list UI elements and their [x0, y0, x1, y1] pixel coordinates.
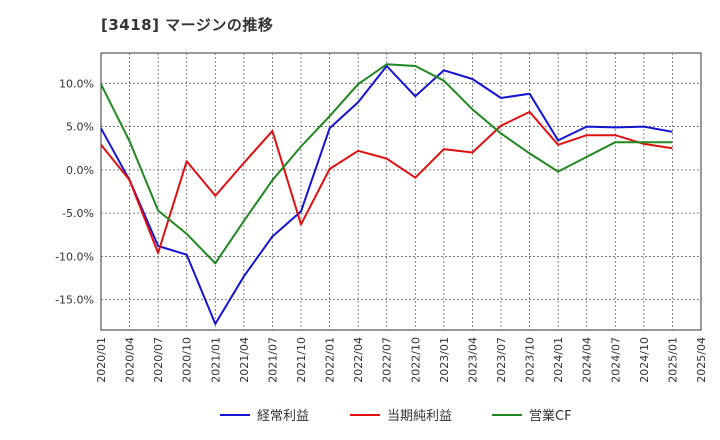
legend: 経常利益 当期純利益 営業CF: [220, 408, 572, 424]
y-tick-label: -15.0%: [55, 294, 94, 307]
x-tick-label: 2020/01: [95, 337, 108, 383]
x-tick-label: 2022/04: [352, 337, 365, 383]
x-axis-tick-labels: 2020/01 2020/04 2020/07 2020/10 2021/01 2021/…: [95, 337, 708, 383]
y-tick-label: 0.0%: [66, 164, 94, 177]
plot-area: [100, 52, 702, 331]
x-tick-label: 2025/04: [695, 337, 708, 383]
y-tick-label: -5.0%: [62, 207, 94, 220]
series-line: [100, 110, 673, 254]
x-tick-label: 2020/10: [181, 337, 194, 383]
x-tick-label: 2020/04: [124, 337, 137, 383]
x-tick-label: 2024/04: [581, 337, 594, 383]
legend-label: 営業CF: [529, 408, 572, 424]
horizontal-gridlines: [101, 82, 701, 301]
x-tick-label: 2020/07: [152, 337, 165, 383]
y-tick-label: -10.0%: [55, 250, 94, 263]
legend-label: 当期純利益: [387, 409, 452, 424]
x-tick-label: 2022/01: [324, 337, 337, 383]
x-tick-label: 2023/07: [495, 337, 508, 383]
x-tick-label: 2023/10: [524, 337, 537, 383]
x-tick-label: 2021/07: [266, 337, 279, 383]
x-tick-label: 2021/04: [238, 337, 251, 383]
x-tick-label: 2022/07: [381, 337, 394, 383]
y-tick-label: 10.0%: [59, 77, 94, 90]
y-tick-label: 5.0%: [66, 121, 94, 134]
x-tick-label: 2024/10: [638, 337, 651, 383]
chart-title: [3418] マージンの推移: [101, 16, 274, 34]
x-tick-label: 2024/07: [609, 337, 622, 383]
series-line: [100, 65, 673, 325]
x-tick-label: 2023/04: [466, 337, 479, 383]
x-tick-label: 2022/10: [409, 337, 422, 383]
legend-label: 経常利益: [257, 409, 309, 424]
x-tick-label: 2024/01: [552, 337, 565, 383]
x-tick-label: 2021/01: [209, 337, 222, 383]
x-tick-label: 2021/10: [295, 337, 308, 383]
series-line: [100, 63, 673, 265]
x-tick-label: 2023/01: [438, 337, 451, 383]
series-lines: [100, 63, 673, 325]
x-tick-label: 2025/01: [666, 337, 679, 383]
y-axis-tick-labels: 10.0% 5.0% 0.0% -5.0% -10.0% -15.0%: [55, 77, 94, 306]
